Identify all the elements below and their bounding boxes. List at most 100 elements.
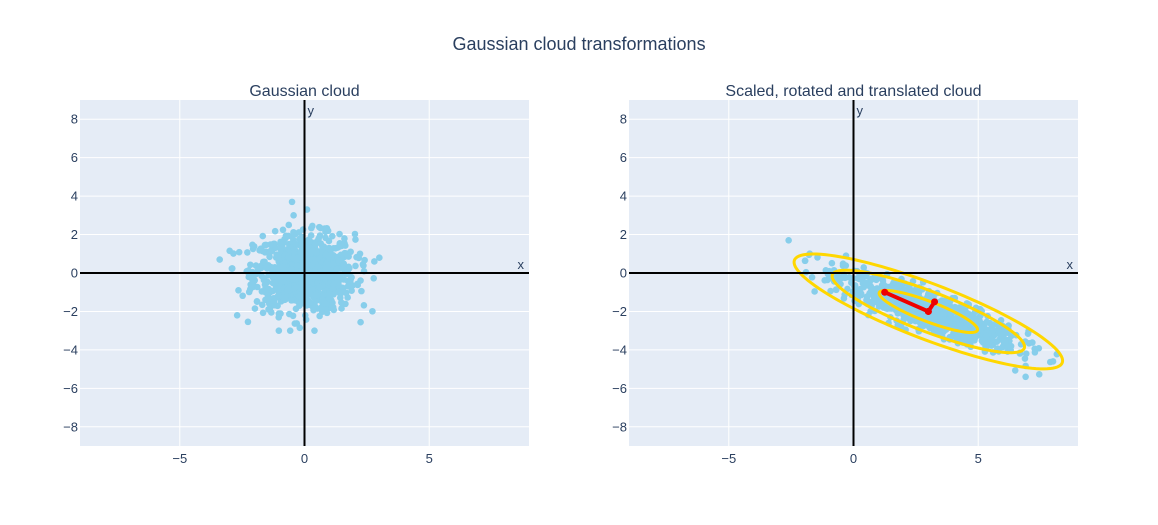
data-point <box>317 224 324 232</box>
data-point <box>999 343 1006 351</box>
data-point <box>307 232 315 239</box>
data-point <box>230 250 237 257</box>
data-point <box>244 318 252 326</box>
y-tick-label: −8 <box>63 419 78 434</box>
data-point <box>306 299 314 307</box>
y-tick-label: 4 <box>620 189 627 204</box>
data-point <box>340 260 347 267</box>
data-point <box>328 291 335 299</box>
x-axis-label: x <box>518 257 525 272</box>
figure-title: Gaussian cloud transformations <box>452 34 705 54</box>
y-tick-label: 6 <box>620 150 627 165</box>
principal-axis-tip <box>881 288 889 296</box>
data-point <box>283 287 291 294</box>
data-point <box>271 227 279 235</box>
data-point <box>867 275 875 283</box>
data-point <box>370 275 378 282</box>
data-point <box>216 256 223 263</box>
y-axis-label: y <box>308 103 315 118</box>
data-point <box>912 317 919 325</box>
data-point <box>280 266 288 274</box>
data-point <box>882 283 890 290</box>
x-tick-label: 5 <box>975 451 982 466</box>
data-point <box>351 230 359 238</box>
data-point <box>982 332 990 340</box>
data-point <box>233 311 241 319</box>
data-point <box>924 290 932 298</box>
data-point <box>268 266 276 274</box>
data-point <box>983 341 991 349</box>
data-point <box>316 312 323 320</box>
data-point <box>917 321 925 328</box>
data-point <box>310 291 318 298</box>
data-point <box>309 247 317 255</box>
data-point <box>247 261 254 269</box>
data-point <box>354 281 362 289</box>
data-point <box>869 291 877 299</box>
data-point <box>253 298 261 305</box>
data-point <box>244 249 251 256</box>
y-tick-label: −8 <box>612 419 627 434</box>
data-point <box>360 302 368 309</box>
data-point <box>940 310 948 317</box>
data-point <box>894 309 902 317</box>
data-point <box>290 284 298 292</box>
data-point <box>336 243 344 250</box>
data-point <box>338 305 345 312</box>
data-point <box>279 239 287 247</box>
data-point <box>322 250 330 258</box>
data-point <box>295 229 303 236</box>
data-point <box>275 291 282 299</box>
y-tick-label: 0 <box>620 266 627 281</box>
data-point <box>249 241 256 249</box>
data-point <box>235 287 242 294</box>
subplot-title: Gaussian cloud <box>249 83 359 100</box>
data-point <box>333 265 341 273</box>
data-point <box>811 288 818 295</box>
data-point <box>277 310 284 317</box>
data-point <box>319 272 326 280</box>
data-point <box>371 258 378 265</box>
data-point <box>347 248 354 256</box>
data-point <box>987 336 995 343</box>
data-point <box>239 292 246 300</box>
data-point <box>1031 346 1039 353</box>
data-point <box>306 255 314 262</box>
data-point <box>261 281 269 288</box>
data-point <box>321 300 329 307</box>
data-point <box>285 221 293 229</box>
data-point <box>288 297 295 304</box>
data-point <box>814 254 821 261</box>
data-point <box>860 264 868 271</box>
data-point <box>279 278 287 285</box>
data-point <box>356 250 364 258</box>
data-point <box>827 287 834 295</box>
data-point <box>275 327 283 334</box>
data-point <box>261 241 269 249</box>
data-point <box>916 310 924 317</box>
data-point <box>269 287 277 295</box>
data-point <box>376 254 383 262</box>
y-tick-label: 4 <box>71 189 78 204</box>
data-point <box>941 298 949 306</box>
data-point <box>310 306 317 314</box>
data-point <box>258 288 266 295</box>
points-layer <box>216 198 383 334</box>
principal-axis-origin <box>924 307 932 315</box>
x-tick-label: 0 <box>301 451 308 466</box>
data-point <box>275 253 282 260</box>
data-point <box>252 262 260 269</box>
y-axis-label: y <box>857 103 864 118</box>
data-point <box>845 273 853 281</box>
data-point <box>832 286 840 293</box>
data-point <box>927 324 934 331</box>
data-point <box>289 312 297 320</box>
data-point <box>341 235 348 242</box>
data-point <box>315 235 322 242</box>
data-point <box>281 295 289 302</box>
data-point <box>259 232 267 240</box>
data-point <box>931 314 939 322</box>
y-tick-label: 2 <box>71 227 78 242</box>
